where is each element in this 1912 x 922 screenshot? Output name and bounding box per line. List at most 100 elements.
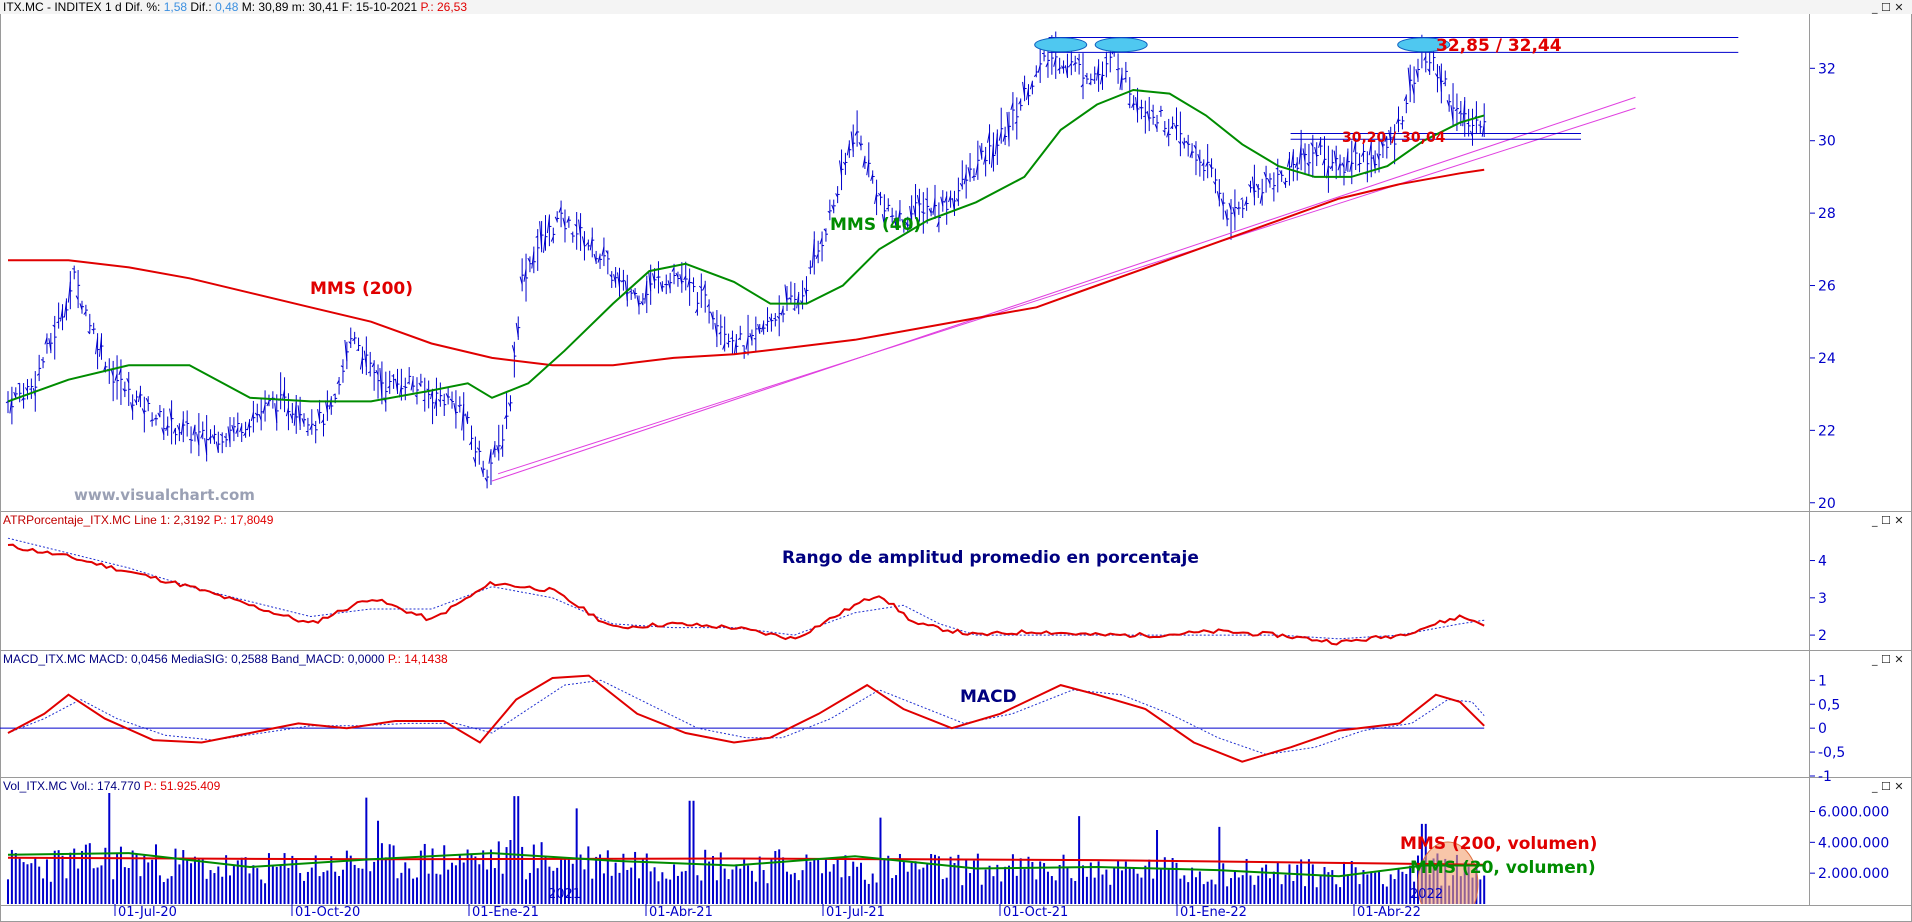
- price-bar-open: [1290, 151, 1294, 168]
- price-bar-open: [1341, 162, 1345, 168]
- price-bar-open: [344, 339, 348, 362]
- price-bar-open: [414, 395, 418, 398]
- price-bar-open: [827, 210, 831, 214]
- price-bar-open: [808, 267, 811, 269]
- price-bar-open: [543, 234, 547, 253]
- price-bar-open: [1201, 162, 1205, 167]
- price-bar-open: [1045, 62, 1049, 68]
- price-bar-open: [1450, 105, 1454, 122]
- x-tick-label: 01-Oct-20: [295, 905, 360, 920]
- price-bar-open: [726, 342, 729, 345]
- price-bar-open: [1018, 100, 1022, 105]
- price-bar-open: [811, 239, 815, 268]
- price-bar-open: [671, 267, 675, 272]
- mini-year-marker: 2021: [548, 887, 581, 902]
- price-bar-open: [465, 413, 469, 425]
- price-bar-open: [235, 428, 239, 434]
- price-bar-open: [1213, 181, 1216, 185]
- price-bar-open: [737, 337, 741, 341]
- header-part: P.: 14,1438: [388, 652, 448, 666]
- price-bar-open: [1189, 150, 1193, 158]
- price-bar-open: [562, 217, 566, 227]
- price-bar-open: [480, 467, 484, 475]
- price-bar-open: [531, 251, 535, 269]
- volume-bars: [7, 793, 1486, 904]
- price-bar-open: [274, 403, 278, 424]
- price-bar-open: [219, 433, 223, 437]
- price-bar-open: [1029, 81, 1033, 90]
- y-tick-label: 20: [1818, 496, 1836, 512]
- price-bar-open: [1411, 84, 1415, 96]
- price-bar-open: [266, 400, 270, 407]
- price-bar-open: [523, 268, 527, 282]
- price-bar-open: [1403, 95, 1407, 102]
- price-bar-open: [371, 362, 375, 368]
- header-part: P.: 26,53: [421, 0, 468, 14]
- price-bar-open: [780, 307, 784, 316]
- y-tick-label: 1: [1818, 673, 1827, 689]
- price-window-buttons[interactable]: _ ☐ ✕: [1871, 1, 1904, 14]
- price-bar-open: [1154, 123, 1158, 130]
- price-bar-open: [328, 398, 332, 410]
- price-bar-open: [749, 333, 753, 342]
- price-bar-open: [722, 343, 726, 350]
- macd-window-buttons[interactable]: _ ☐ ✕: [1871, 653, 1904, 666]
- price-bar-open: [886, 207, 889, 210]
- price-bar-open: [511, 345, 515, 353]
- price-bar-open: [1240, 197, 1244, 200]
- price-bar-open: [469, 441, 472, 446]
- price-bar-open: [1279, 170, 1283, 176]
- vol-mms20-line: [7, 852, 1485, 878]
- price-bar-open: [118, 368, 122, 376]
- price-bar-open: [558, 206, 562, 213]
- price-bar-open: [297, 405, 301, 426]
- price-bar-open: [936, 221, 940, 228]
- price-bar-open: [332, 393, 336, 396]
- y-tick-label: 28: [1818, 206, 1836, 222]
- title-bar: [0, 0, 1912, 14]
- vol-window-buttons[interactable]: _ ☐ ✕: [1871, 780, 1904, 793]
- x-tick-label: 01-Jul-21: [826, 905, 885, 920]
- price-bar-open: [363, 350, 367, 367]
- price-bar-open: [593, 253, 597, 263]
- price-bar-open: [550, 236, 554, 242]
- price-bar-open: [1388, 129, 1392, 142]
- price-bar-open: [803, 287, 807, 297]
- price-bar-open: [67, 281, 71, 303]
- price-bar-open: [1022, 81, 1026, 97]
- price-bar-open: [714, 322, 718, 337]
- price-bar-open: [1442, 82, 1446, 85]
- price-bar-open: [52, 324, 56, 328]
- mms40-line: [7, 88, 1485, 403]
- price-bar-open: [1127, 103, 1130, 106]
- price-bar-open: [570, 233, 573, 235]
- price-bar-open: [508, 402, 511, 408]
- price-bar-open: [1205, 161, 1209, 167]
- y-tick-label: 4: [1818, 554, 1827, 570]
- y-tick-label: 24: [1818, 351, 1836, 367]
- price-bar-open: [589, 237, 593, 251]
- price-bar-open: [13, 391, 17, 398]
- price-bar-open: [356, 349, 359, 351]
- label-vol-mms200: MMS (200, volumen): [1400, 834, 1597, 854]
- price-bar-open: [379, 368, 383, 399]
- label-macd-title: MACD: [960, 687, 1017, 707]
- price-bar-open: [1361, 152, 1364, 157]
- price-bar-open: [1372, 154, 1376, 171]
- price-bar-open: [457, 405, 461, 408]
- price-bar-open: [63, 300, 67, 318]
- header-part: ATRPorcentaje_ITX.MC Line 1: 2,3192: [3, 513, 214, 527]
- y-tick-label: 4.000.000: [1818, 835, 1889, 851]
- price-bar-open: [535, 235, 538, 238]
- price-bar-open: [289, 413, 293, 420]
- header-part: P.: 17,8049: [214, 513, 274, 527]
- price-bar-open: [243, 432, 247, 437]
- price-bar-open: [1329, 165, 1333, 170]
- price-bar-open: [679, 274, 683, 285]
- price-bar-open: [515, 322, 519, 338]
- price-bar-open: [850, 131, 854, 152]
- price-bar-open: [336, 379, 340, 385]
- price-bar-open: [449, 398, 453, 402]
- atr-window-buttons[interactable]: _ ☐ ✕: [1871, 514, 1904, 527]
- price-bar-open: [1248, 184, 1251, 188]
